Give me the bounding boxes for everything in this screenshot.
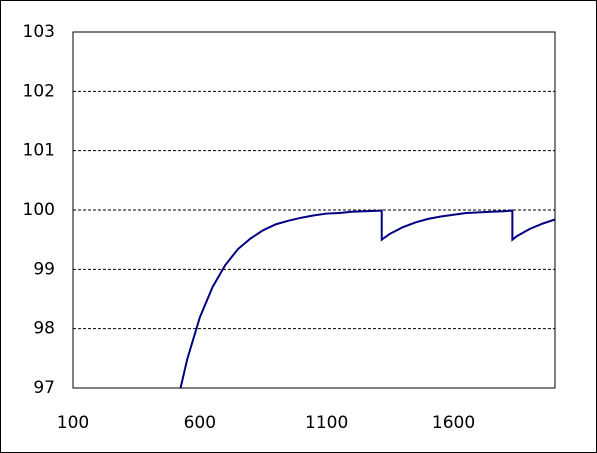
- x-tick-label: 1100: [305, 413, 348, 433]
- y-tick-label: 97: [33, 378, 55, 398]
- y-tick-label: 101: [23, 141, 55, 161]
- x-tick-label: 1600: [432, 413, 475, 433]
- y-tick-label: 100: [23, 200, 55, 220]
- x-tick-label: 100: [57, 413, 89, 433]
- y-tick-label: 103: [23, 22, 55, 42]
- data-line: [179, 209, 556, 389]
- y-tick-label: 102: [23, 81, 55, 101]
- y-tick-label: 98: [33, 319, 55, 339]
- plot-border: [72, 31, 556, 389]
- x-tick-label: 600: [184, 413, 216, 433]
- y-tick-label: 99: [33, 259, 55, 279]
